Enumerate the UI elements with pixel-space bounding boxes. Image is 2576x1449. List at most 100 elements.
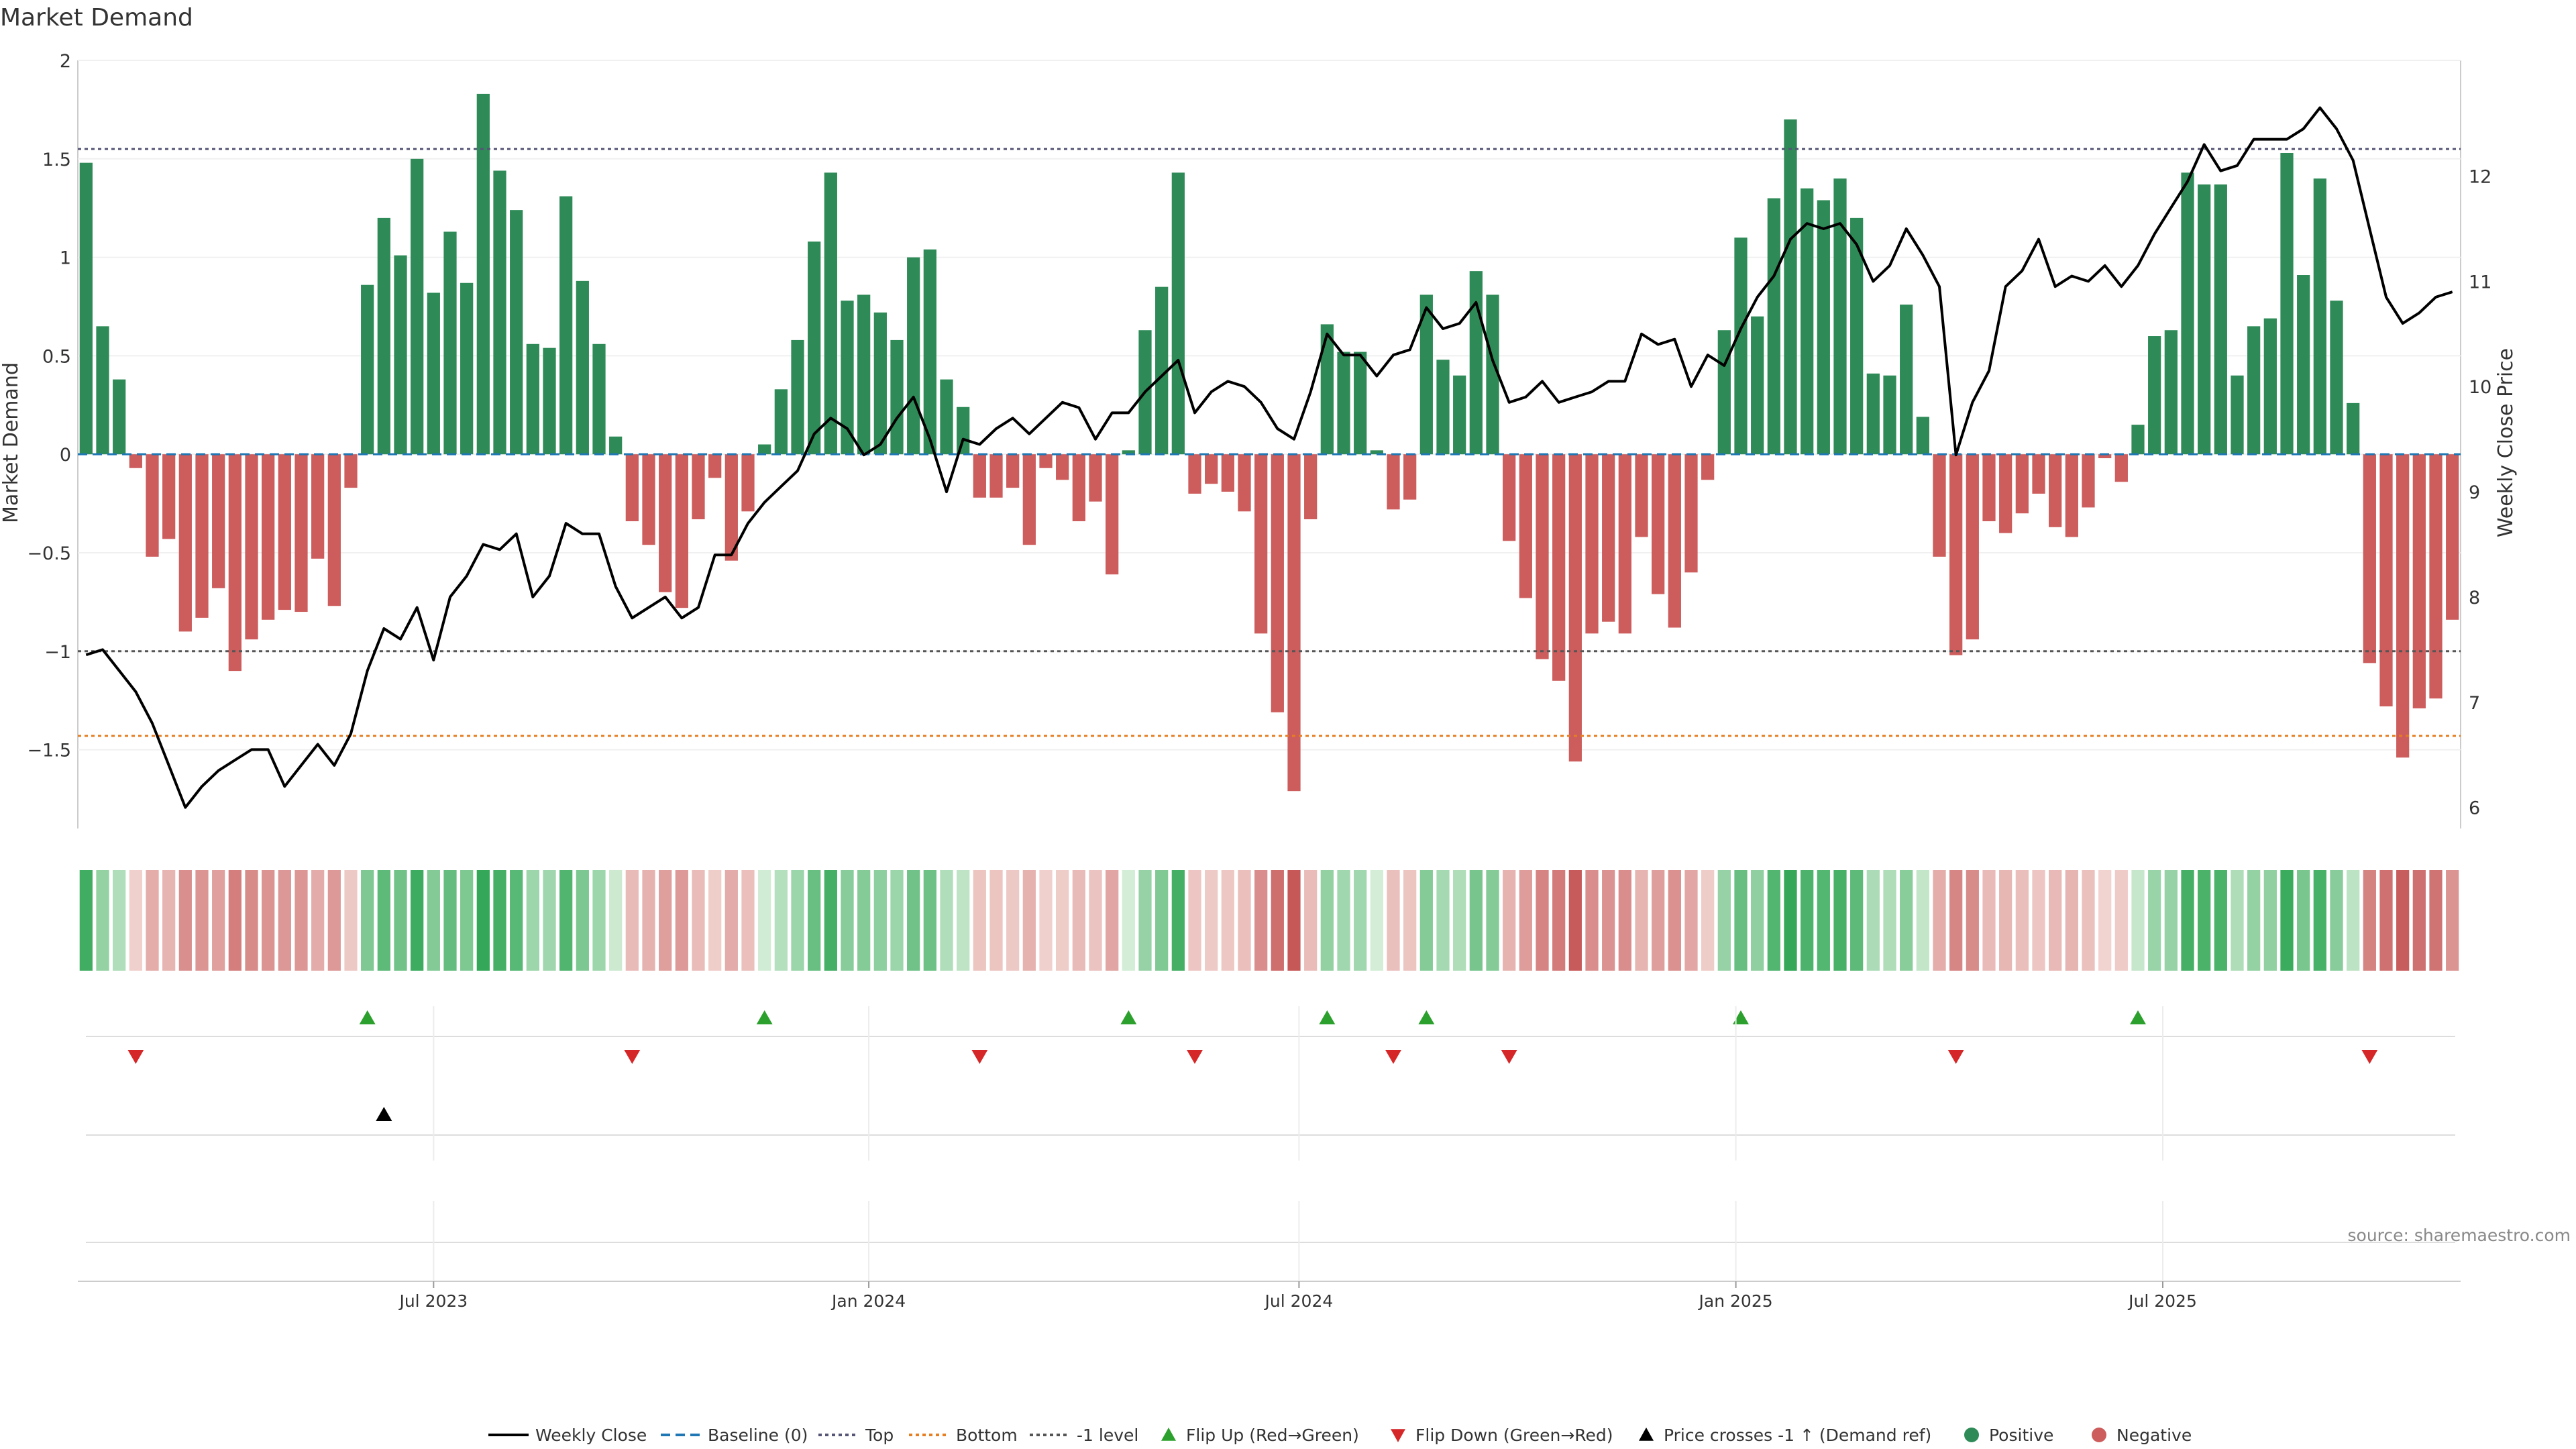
demand-bar-negative <box>1503 454 1516 541</box>
heat-cell <box>1701 870 1715 971</box>
flip-up-marker <box>1120 1010 1137 1024</box>
demand-bar-positive <box>443 231 457 455</box>
heat-cell <box>2049 870 2062 971</box>
demand-bar-positive <box>2280 152 2294 455</box>
demand-bar-negative <box>1585 454 1599 634</box>
heat-cell <box>1999 870 2012 971</box>
heat-cell <box>1635 870 1648 971</box>
y2-tick-label: 7 <box>2469 693 2480 714</box>
heat-cell <box>2198 870 2211 971</box>
flip-up-marker <box>1319 1010 1336 1024</box>
demand-bar-negative <box>2114 454 2128 482</box>
heat-cell <box>841 870 854 971</box>
demand-bar-negative <box>2065 454 2078 537</box>
demand-bar-positive <box>394 255 407 455</box>
demand-bar-negative <box>741 454 755 512</box>
heat-cell <box>675 870 688 971</box>
heat-cell <box>1717 870 1731 971</box>
heat-cell <box>1833 870 1847 971</box>
heat-cell <box>1072 870 1085 971</box>
heat-cell <box>576 870 589 971</box>
demand-bar-negative <box>1072 454 1085 521</box>
demand-bar-positive <box>361 284 374 455</box>
heat-cell <box>1254 870 1268 971</box>
heat-cell <box>311 870 325 971</box>
heat-cell <box>1949 870 1963 971</box>
demand-bar-negative <box>294 454 308 612</box>
heat-cell <box>907 870 920 971</box>
demand-bar-negative <box>245 454 258 640</box>
demand-bar-positive <box>774 389 788 455</box>
demand-bar-positive <box>2263 318 2277 455</box>
demand-bar-positive <box>1453 375 1466 455</box>
demand-bar-positive <box>592 343 606 455</box>
legend-label-top: Top <box>865 1426 894 1445</box>
y-tick-label: −1.5 <box>27 741 71 761</box>
heat-cell <box>1337 870 1350 971</box>
heat-cell <box>1122 870 1135 971</box>
heat-cell <box>1817 870 1830 971</box>
heat-cell <box>162 870 176 971</box>
demand-bar-negative <box>1568 454 1582 762</box>
legend-label-baseline: Baseline (0) <box>708 1426 808 1445</box>
heat-cell <box>1618 870 1631 971</box>
demand-bar-negative <box>724 454 738 561</box>
demand-bar-negative <box>1982 454 1996 521</box>
heat-cell <box>1320 870 1334 971</box>
level-lines <box>78 148 2461 737</box>
heat-cell <box>510 870 523 971</box>
demand-bar-negative <box>1205 454 1218 484</box>
heat-cell <box>2263 870 2277 971</box>
y-tick-label: 1.5 <box>42 150 71 170</box>
heat-cell <box>2396 870 2410 971</box>
heat-cell <box>2313 870 2326 971</box>
demand-bar-negative <box>2429 454 2443 699</box>
heat-cell <box>1287 870 1301 971</box>
demand-bar-positive <box>1734 237 1748 455</box>
demand-bar-negative <box>1602 454 1615 622</box>
demand-bar-positive <box>79 162 93 455</box>
demand-bar-negative <box>1304 454 1318 520</box>
heat-cell <box>327 870 341 971</box>
demand-bar-positive <box>907 257 920 455</box>
y2-tick-label: 12 <box>2469 167 2491 188</box>
demand-bar-negative <box>1089 454 1102 502</box>
heat-cell <box>741 870 755 971</box>
demand-bar-negative <box>1022 454 1036 545</box>
heat-cell <box>824 870 837 971</box>
demand-bar-positive <box>1354 352 1367 455</box>
heat-cell <box>1238 870 1251 971</box>
heat-cell <box>625 870 639 971</box>
legend: Weekly Close Baseline (0) Top Bottom -1 leve… <box>488 1426 2192 1445</box>
legend-label-flip_down: Flip Down (Green→Red) <box>1415 1426 1613 1445</box>
demand-bar-negative <box>1618 454 1631 634</box>
heat-cell <box>1916 870 1929 971</box>
demand-bar-negative <box>162 454 176 539</box>
heat-cell <box>427 870 440 971</box>
heat-cell <box>659 870 672 971</box>
demand-bar-positive <box>841 301 854 455</box>
heat-cell <box>1354 870 1367 971</box>
heat-cell <box>774 870 788 971</box>
demand-bar-negative <box>1254 454 1268 634</box>
legend-label-minus_one: -1 level <box>1077 1426 1138 1445</box>
y-tick-label: 2 <box>60 51 71 72</box>
heat-cell <box>1767 870 1780 971</box>
x-tick-label: Jul 2025 <box>2127 1291 2197 1311</box>
heat-cell <box>344 870 358 971</box>
demand-bar-positive <box>890 339 904 455</box>
demand-bar-negative <box>625 454 639 521</box>
heat-cell <box>2330 870 2343 971</box>
demand-bar-negative <box>1039 454 1053 468</box>
heat-cell <box>1304 870 1318 971</box>
demand-bar-negative <box>1536 454 1549 659</box>
cross-up-marker <box>376 1107 392 1121</box>
demand-bar-positive <box>1419 294 1433 455</box>
demand-bar-positive <box>1751 316 1764 455</box>
heat-cell <box>1188 870 1201 971</box>
demand-bar-negative <box>1668 454 1681 628</box>
demand-bar-positive <box>758 444 771 455</box>
heat-cell <box>2247 870 2261 971</box>
demand-bar-positive <box>1916 417 1929 455</box>
demand-bar-positive <box>1122 450 1135 455</box>
